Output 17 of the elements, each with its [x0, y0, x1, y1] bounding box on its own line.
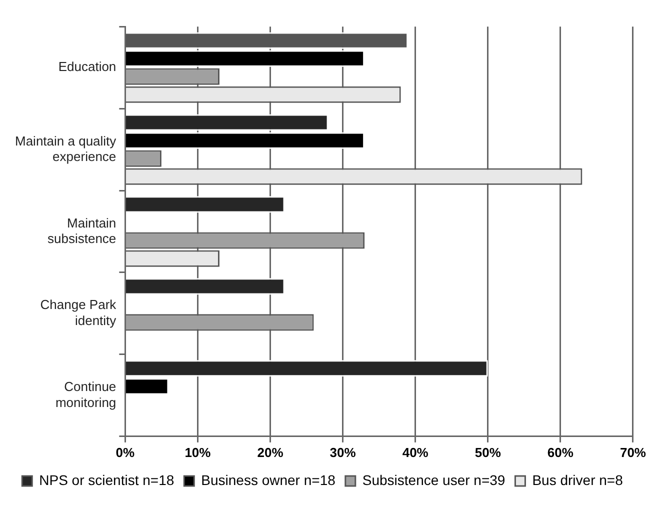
x-tick-label: 70%: [620, 444, 646, 460]
legend-label: NPS or scientist n=18: [39, 472, 174, 488]
legend-label: Subsistence user n=39: [362, 472, 506, 488]
legend-label: Bus driver n=8: [532, 472, 624, 488]
y-tick-label: Maintain subsistence: [48, 215, 116, 246]
x-tick-label: 10%: [184, 444, 212, 460]
y-tick-label: Maintain a quality experience: [14, 133, 117, 164]
y-tick-label: Change Park identity: [40, 297, 117, 328]
x-tick-label: 0%: [116, 444, 135, 460]
y-tick-label: Education: [58, 59, 116, 74]
y-tick-label: Continue monitoring: [55, 379, 116, 410]
x-tick-label: 50%: [474, 444, 502, 460]
legend-label: Business owner n=18: [201, 472, 336, 488]
x-tick-label: 20%: [257, 444, 284, 460]
x-tick-label: 30%: [330, 444, 356, 460]
x-tick-label: 40%: [402, 444, 429, 460]
x-tick-label: 60%: [547, 444, 574, 460]
